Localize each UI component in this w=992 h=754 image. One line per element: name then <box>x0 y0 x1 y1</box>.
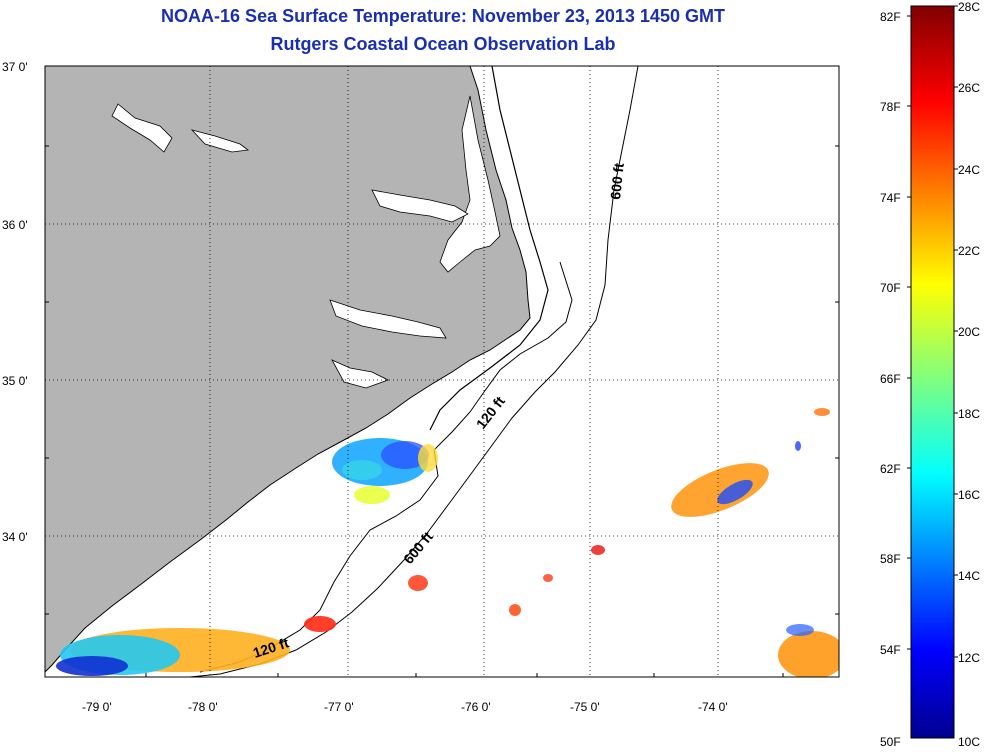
pamlico-sound <box>439 95 501 273</box>
cb-c-12: 12C <box>958 651 980 665</box>
cb-c-14: 14C <box>958 569 980 583</box>
cb-f-62: 62F <box>880 462 901 476</box>
lake-2 <box>190 129 250 153</box>
lat-label-34: 34 0' <box>2 530 28 544</box>
lake-1 <box>111 103 173 153</box>
lon-label-76: -76 0' <box>461 700 491 714</box>
lon-label-75: -75 0' <box>570 700 600 714</box>
cb-f-82: 82F <box>880 10 901 24</box>
land-mass <box>45 66 531 673</box>
cb-f-58: 58F <box>880 552 901 566</box>
cb-c-16: 16C <box>958 488 980 502</box>
lon-label-78: -78 0' <box>188 700 218 714</box>
sound-inlet <box>331 359 390 389</box>
lat-label-37: 37 0' <box>2 60 28 74</box>
contour-600ft <box>184 66 639 677</box>
cb-f-70: 70F <box>880 281 901 295</box>
cb-c-18: 18C <box>958 407 980 421</box>
river-estuary <box>329 299 447 339</box>
map-subtitle: Rutgers Coastal Ocean Observation Lab <box>270 34 616 54</box>
contour-label-600ft-north: 600 ft <box>607 162 627 200</box>
lon-label-77: -77 0' <box>324 700 354 714</box>
colorbar-ticks <box>907 5 958 658</box>
graticule <box>45 66 839 677</box>
lat-label-35: 35 0' <box>2 374 28 388</box>
colorbar-celsius-labels: 28C 26C 24C 22C 20C 18C 16C 14C 12C 10C <box>958 0 980 749</box>
cb-c-28: 28C <box>958 0 980 14</box>
map-title: NOAA-16 Sea Surface Temperature: Novembe… <box>161 6 725 26</box>
albemarle-sound <box>371 189 469 223</box>
sst-data-patches <box>56 408 839 677</box>
lat-label-36: 36 0' <box>2 218 28 232</box>
cb-c-20: 20C <box>958 325 980 339</box>
colorbar-fahrenheit-labels: 82F 78F 74F 70F 66F 62F 58F 54F 50F <box>880 10 901 749</box>
cb-c-10: 10C <box>958 735 980 749</box>
colorbar <box>910 5 955 739</box>
cb-f-66: 66F <box>880 372 901 386</box>
cb-f-50: 50F <box>880 735 901 749</box>
lon-label-79: -79 0' <box>82 700 112 714</box>
cb-c-24: 24C <box>958 163 980 177</box>
cb-f-74: 74F <box>880 191 901 205</box>
map-frame <box>44 65 840 678</box>
frame-ticks <box>45 145 839 677</box>
cb-c-22: 22C <box>958 244 980 258</box>
barrier-islands <box>429 66 549 431</box>
lon-label-74: -74 0' <box>698 700 728 714</box>
cb-c-26: 26C <box>958 81 980 95</box>
cb-f-78: 78F <box>880 100 901 114</box>
cb-f-54: 54F <box>880 643 901 657</box>
